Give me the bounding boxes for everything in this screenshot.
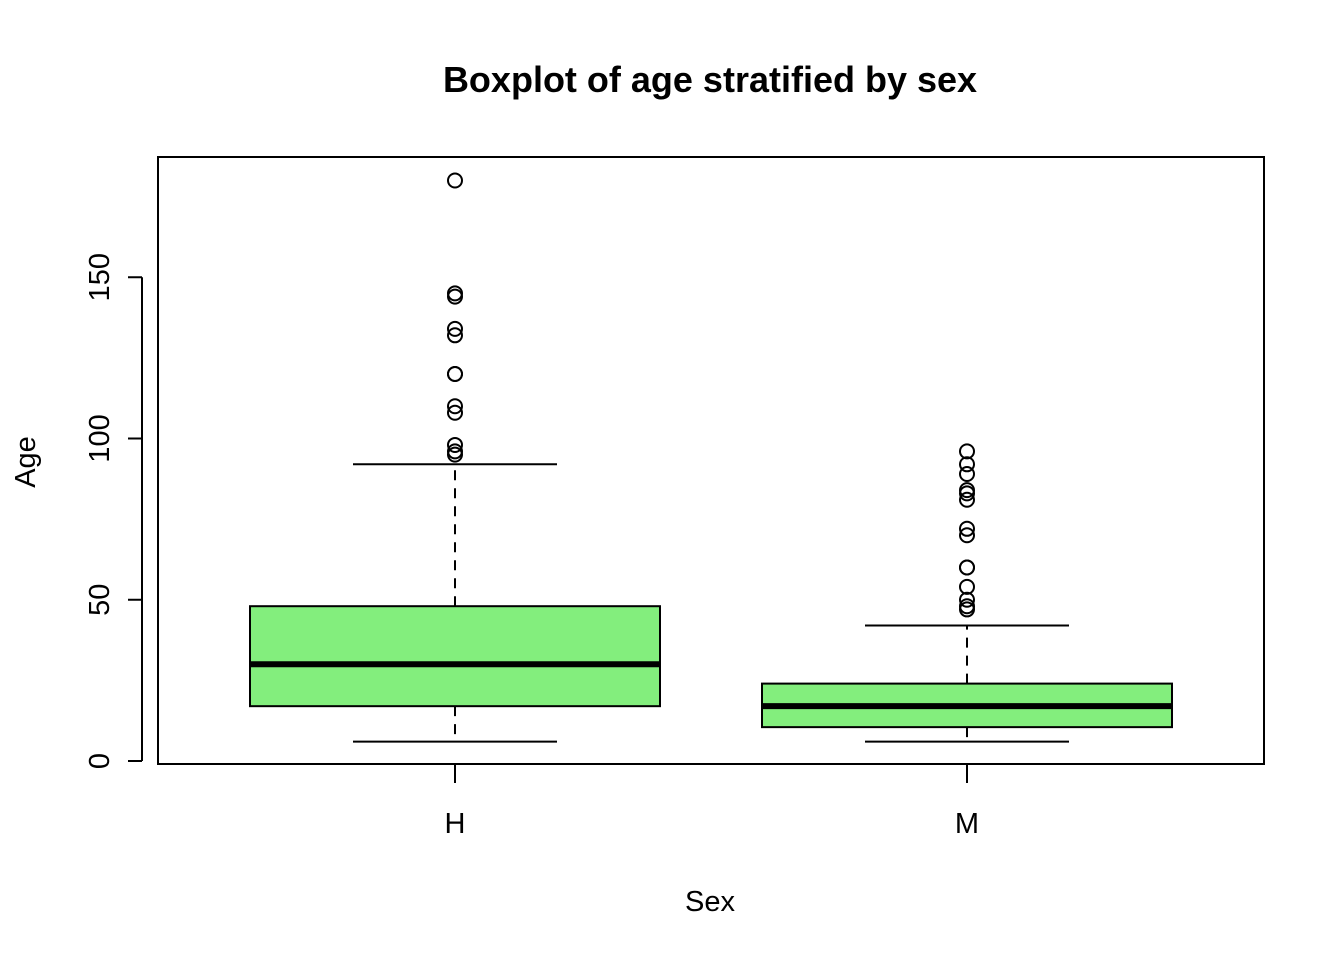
- outlier-point: [959, 578, 975, 595]
- x-axis-label: Sex: [685, 886, 735, 918]
- plot-frame: [157, 156, 1265, 765]
- outlier-point: [447, 443, 463, 460]
- x-tick-label: H: [445, 808, 466, 840]
- y-axis: 0 50 100 150: [84, 253, 143, 769]
- outlier-point: [959, 520, 975, 537]
- outlier-point: [447, 404, 463, 421]
- outlier-point: [959, 598, 975, 615]
- chart-title: Boxplot of age stratified by sex: [443, 59, 977, 100]
- outlier-point: [959, 491, 975, 508]
- outlier-point: [959, 591, 975, 608]
- outlier-point: [447, 436, 463, 453]
- boxes-group: [249, 172, 1173, 743]
- y-tick-label: 150: [84, 253, 116, 301]
- outlier-point: [447, 327, 463, 344]
- y-axis-label: Age: [10, 436, 42, 488]
- outlier-point: [959, 559, 975, 576]
- outlier-point: [447, 366, 463, 382]
- outlier-point: [447, 288, 463, 305]
- x-tick-label: M: [955, 808, 979, 840]
- box-iqr: [249, 605, 661, 708]
- outlier-point: [959, 482, 975, 499]
- outlier-point: [959, 456, 975, 473]
- y-tick-label: 50: [84, 584, 116, 616]
- outlier-point: [447, 320, 463, 337]
- outlier-point: [959, 443, 975, 460]
- outlier-point: [959, 465, 975, 482]
- outlier-point: [959, 527, 975, 544]
- box-M: [761, 443, 1173, 743]
- outlier-point: [447, 398, 463, 415]
- outlier-point: [447, 172, 463, 189]
- y-tick-label: 100: [84, 414, 116, 462]
- y-tick-label: 0: [84, 753, 116, 769]
- outlier-point: [447, 285, 463, 302]
- box-H: [249, 172, 661, 743]
